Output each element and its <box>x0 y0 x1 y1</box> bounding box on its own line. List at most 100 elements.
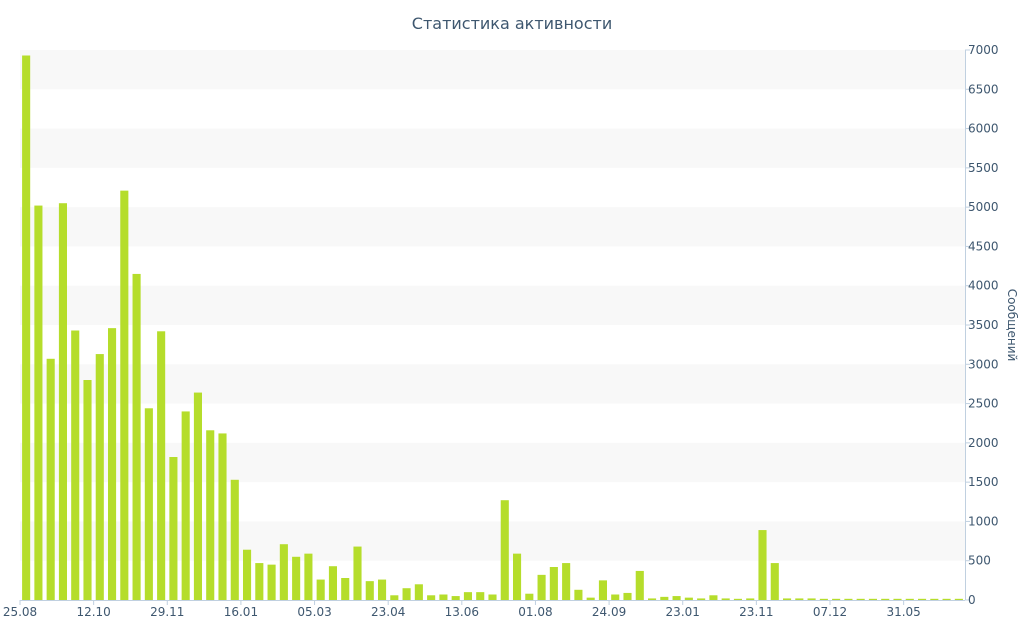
bar <box>378 579 387 600</box>
y-tick-label: 4500 <box>968 239 999 253</box>
y-tick-label: 500 <box>968 554 991 568</box>
bar <box>476 592 485 600</box>
bar <box>108 328 117 600</box>
plot-band <box>20 50 965 90</box>
bar <box>279 544 288 600</box>
bar <box>905 598 914 600</box>
bar <box>930 598 939 600</box>
y-tick-label: 3000 <box>968 357 999 371</box>
y-tick-label: 3500 <box>968 318 999 332</box>
bar <box>414 584 423 600</box>
bar <box>684 597 693 600</box>
bar <box>697 598 706 600</box>
bar <box>598 580 607 600</box>
plot-band <box>20 521 965 561</box>
bar <box>169 457 178 600</box>
bar <box>562 563 571 600</box>
x-tick-label: 31.05 <box>886 605 920 619</box>
y-tick-label: 1000 <box>968 514 999 528</box>
bar <box>22 55 31 600</box>
bar <box>390 595 399 600</box>
y-tick-label: 1500 <box>968 475 999 489</box>
x-tick-label: 23.04 <box>371 605 405 619</box>
bar <box>353 546 362 600</box>
y-tick-label: 4000 <box>968 279 999 293</box>
bar <box>328 566 337 600</box>
bar <box>193 392 202 600</box>
bar <box>243 549 252 600</box>
bar <box>58 203 67 600</box>
bar <box>267 564 276 600</box>
bar <box>635 570 644 600</box>
bar <box>427 595 436 600</box>
bar <box>71 330 80 600</box>
bar <box>451 596 460 600</box>
bar <box>868 598 877 600</box>
bar <box>770 563 779 600</box>
y-tick-label: 6500 <box>968 82 999 96</box>
bar <box>586 597 595 600</box>
x-tick-label: 16.01 <box>224 605 258 619</box>
plot-band <box>20 285 965 325</box>
x-tick-label: 13.06 <box>445 605 479 619</box>
x-tick-label: 24.09 <box>592 605 626 619</box>
bar <box>574 589 583 600</box>
bar <box>83 380 92 600</box>
bar <box>672 596 681 600</box>
x-tick-label: 23.01 <box>666 605 700 619</box>
bar <box>881 598 890 600</box>
bar <box>144 408 153 600</box>
bar <box>795 598 804 600</box>
bar <box>463 592 472 600</box>
plot-band <box>20 442 965 483</box>
bar <box>783 598 792 600</box>
y-axis-title: Сообщений <box>1005 289 1019 362</box>
bar <box>120 190 129 600</box>
bar <box>942 598 951 600</box>
bar <box>721 598 730 600</box>
bar <box>95 354 104 600</box>
bar <box>500 500 509 600</box>
bar <box>157 331 166 600</box>
bar <box>206 430 215 600</box>
bar <box>611 594 620 600</box>
bar <box>819 598 828 600</box>
bar <box>132 273 141 600</box>
bar <box>832 598 841 600</box>
bar <box>733 598 742 600</box>
plot-band <box>20 128 965 168</box>
bar <box>292 556 301 600</box>
bar <box>402 588 411 600</box>
bar <box>230 479 239 600</box>
y-tick-label: 7000 <box>968 43 999 57</box>
bar <box>34 205 43 600</box>
plot-band <box>20 364 965 404</box>
bar <box>623 592 632 600</box>
bar <box>758 530 767 600</box>
x-tick-label: 01.08 <box>518 605 552 619</box>
bar <box>856 598 865 600</box>
bar <box>304 553 313 600</box>
bar <box>549 567 558 600</box>
bar <box>954 598 963 600</box>
x-tick-label: 05.03 <box>297 605 331 619</box>
bar <box>181 411 190 600</box>
bar <box>439 594 448 600</box>
bar <box>255 563 264 600</box>
y-tick-label: 2500 <box>968 397 999 411</box>
y-tick-label: 5500 <box>968 161 999 175</box>
bar <box>365 581 374 600</box>
bar <box>46 358 55 600</box>
bar <box>218 433 227 600</box>
bar <box>709 595 718 600</box>
y-tick-label: 6000 <box>968 122 999 136</box>
bar <box>746 598 755 600</box>
plot-band <box>20 207 965 247</box>
y-tick-label: 2000 <box>968 436 999 450</box>
x-tick-label: 25.08 <box>3 605 37 619</box>
bar <box>844 598 853 600</box>
x-tick-label: 23.11 <box>739 605 773 619</box>
bar <box>316 579 325 600</box>
y-tick-label: 5000 <box>968 200 999 214</box>
